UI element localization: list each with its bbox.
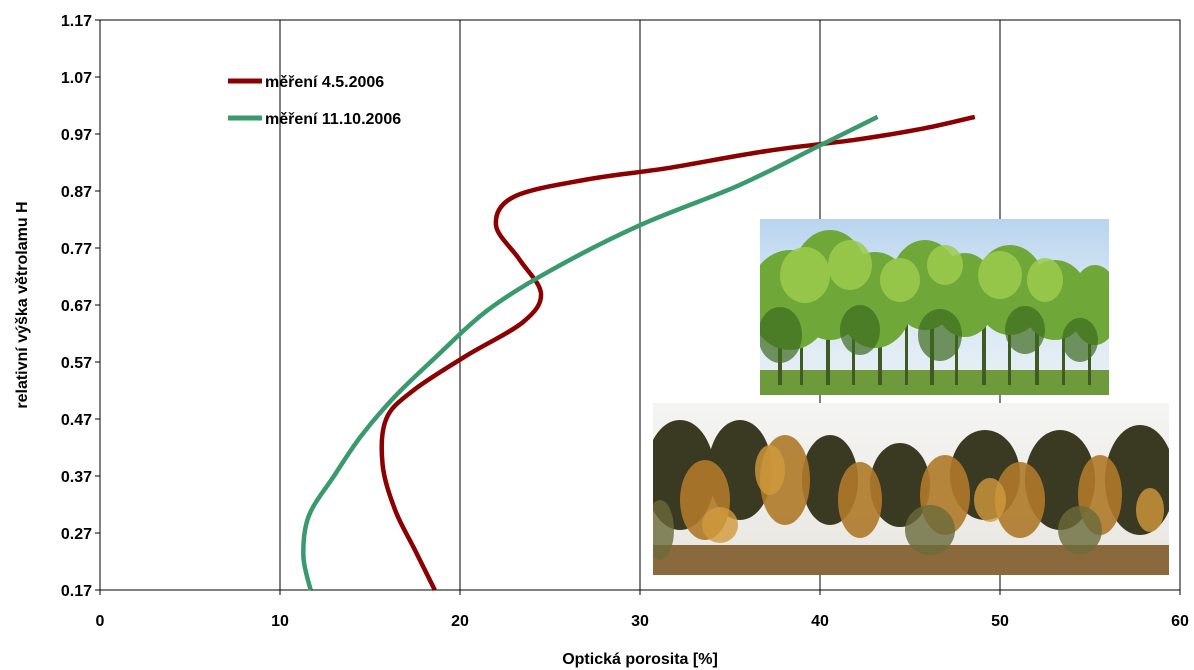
y-tick-label: 1.17: [61, 13, 92, 30]
y-tick-label: 0.67: [61, 298, 92, 315]
y-tick-label: 0.47: [61, 412, 92, 429]
x-tick-label: 0: [96, 613, 105, 630]
x-axis-ticks: 0 10 20 30 40 50 60: [96, 590, 1189, 630]
x-tick-label: 20: [451, 613, 469, 630]
y-tick-label: 1.07: [61, 70, 92, 87]
y-tick-label: 0.87: [61, 184, 92, 201]
autumn-windbreak-photo: [653, 403, 1169, 575]
y-tick-label: 0.17: [61, 583, 92, 600]
x-axis-title: Optická porosita [%]: [562, 651, 718, 668]
y-tick-label: 0.37: [61, 469, 92, 486]
legend: měření 4.5.2006 měření 11.10.2006: [228, 74, 401, 128]
series-line-2: [301, 114, 879, 591]
x-tick-label: 60: [1171, 613, 1189, 630]
series-lines: [301, 114, 976, 592]
x-tick-label: 10: [271, 613, 289, 630]
x-tick-label: 30: [631, 613, 649, 630]
x-tick-label: 50: [991, 613, 1009, 630]
y-tick-label: 0.27: [61, 526, 92, 543]
spring-windbreak-photo: [760, 219, 1109, 395]
legend-label-series-2: měření 11.10.2006: [265, 111, 401, 128]
y-tick-label: 0.77: [61, 241, 92, 258]
y-axis-ticks: 0.17 0.27 0.37 0.47 0.57 0.67 0.77 0.87 0.97 1.07…: [61, 13, 100, 600]
y-axis-title: relativní výška větrolamu H: [14, 201, 31, 408]
legend-label-series-1: měření 4.5.2006: [265, 74, 384, 91]
y-tick-label: 0.57: [61, 355, 92, 372]
y-tick-label: 0.97: [61, 127, 92, 144]
x-tick-label: 40: [811, 613, 829, 630]
series-line-1: [379, 114, 976, 592]
